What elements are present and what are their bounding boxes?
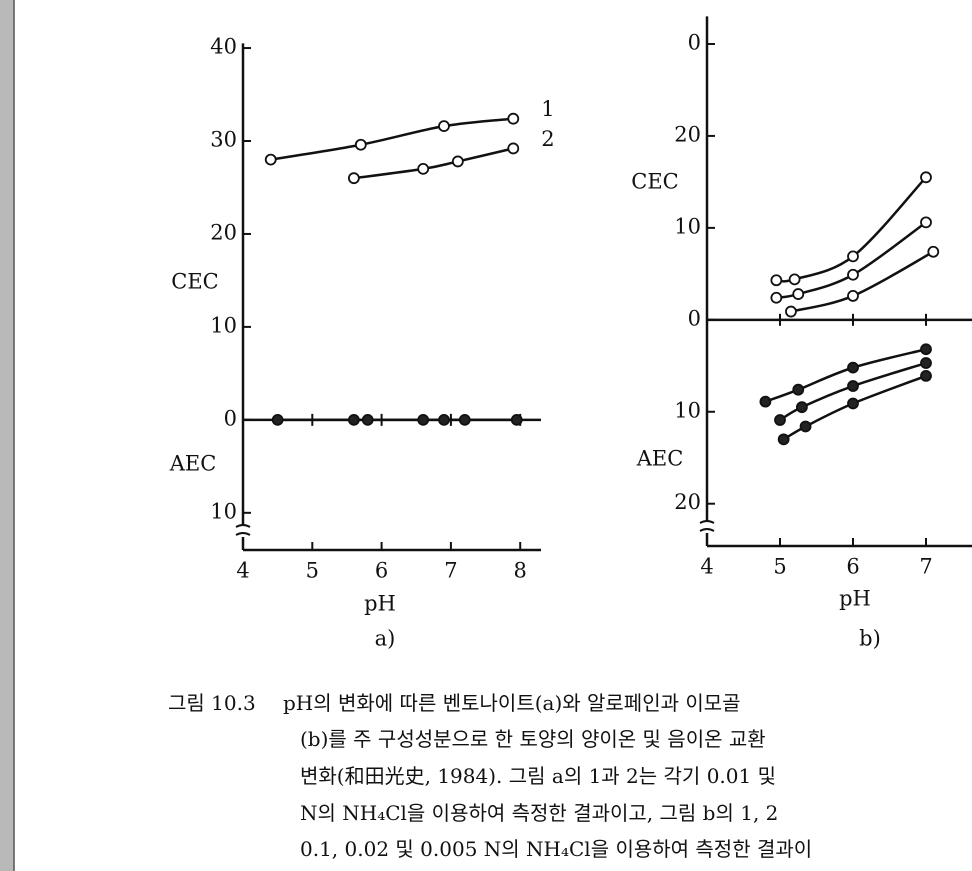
aec-label: AEC <box>169 452 217 476</box>
open-point <box>264 153 277 166</box>
open-point <box>847 290 859 302</box>
open-point <box>770 291 783 304</box>
y-tick-label: 0 <box>224 406 237 430</box>
x-axis-label: pH <box>839 587 871 611</box>
x-tick-label: 7 <box>919 555 932 579</box>
filled-point <box>796 401 808 414</box>
y-tick-label: 40 <box>210 35 237 59</box>
x-tick-label: 6 <box>375 559 388 583</box>
cec-label: CEC <box>171 270 218 294</box>
caption-line: pH의 변화에 따른 벤토나이트(a)와 알로페인과 이모골 <box>283 691 741 715</box>
filled-point <box>361 413 374 426</box>
open-point <box>920 216 932 229</box>
curve <box>783 374 927 441</box>
filled-point <box>920 343 932 356</box>
curve <box>270 117 514 161</box>
curve <box>790 250 934 313</box>
filled-point <box>847 397 859 410</box>
open-point <box>438 120 450 133</box>
filled-point <box>920 357 932 369</box>
x-tick-label: 8 <box>514 559 527 583</box>
open-point <box>847 268 859 281</box>
filled-point <box>347 413 360 426</box>
filled-point <box>417 413 430 426</box>
open-point <box>792 288 805 300</box>
open-point <box>451 155 464 168</box>
filled-point <box>920 370 932 382</box>
y-tick-label: 10 <box>674 398 701 422</box>
y-tick-label: 30 <box>210 128 237 152</box>
aec-label: AEC <box>636 447 684 471</box>
y-tick-label: 10 <box>674 214 701 238</box>
cec-label: CEC <box>631 170 678 194</box>
panel-label: a) <box>375 627 396 651</box>
open-point <box>770 274 783 287</box>
curve <box>353 147 514 180</box>
filled-point <box>847 380 859 392</box>
curve <box>776 176 927 283</box>
curve <box>776 221 927 299</box>
y-tick-label: 20 <box>674 490 701 514</box>
open-point <box>927 245 940 258</box>
filled-point <box>799 420 812 433</box>
axis-break <box>699 520 715 532</box>
filled-point <box>847 361 859 374</box>
page-edge <box>0 0 14 871</box>
y-tick-label: 10 <box>210 313 237 337</box>
caption-line: 변화(和田光史, 1984). 그림 a의 1과 2는 각기 0.01 및 <box>300 764 776 788</box>
open-point <box>507 112 520 125</box>
y-tick-label: 0 <box>688 30 701 54</box>
curve-label: 1 <box>541 97 554 121</box>
open-point <box>354 138 367 151</box>
filled-point <box>271 413 284 426</box>
open-point <box>507 142 520 155</box>
x-tick-label: 5 <box>773 555 786 579</box>
x-axis-label: pH <box>364 592 396 616</box>
y-tick-label: 20 <box>674 122 701 146</box>
curve-label: 2 <box>541 127 554 151</box>
x-tick-label: 4 <box>700 555 713 579</box>
filled-point <box>774 414 786 426</box>
filled-point <box>792 383 805 396</box>
open-point <box>920 171 932 184</box>
filled-point <box>759 395 772 408</box>
caption-line: N의 NH₄Cl을 이용하여 측정한 결과이고, 그림 b의 1, 2 <box>300 801 778 825</box>
filled-point <box>777 433 790 446</box>
caption-line: (b)를 주 구성성분으로 한 토양의 양이온 및 음이온 교환 <box>300 727 766 751</box>
curve <box>779 361 927 422</box>
open-point <box>785 305 797 318</box>
filled-point <box>510 413 523 426</box>
y-tick-label: 10 <box>210 499 237 523</box>
open-point <box>417 162 430 175</box>
x-tick-label: 5 <box>306 559 319 583</box>
y-tick-label: 20 <box>210 220 237 244</box>
panel-label: b) <box>859 627 881 651</box>
caption-line: 0.1, 0.02 및 0.005 N의 NH₄Cl을 이용하여 측정한 결과이 <box>300 837 812 861</box>
x-tick-label: 4 <box>236 559 249 583</box>
x-tick-label: 6 <box>846 555 859 579</box>
y-tick-label: 0 <box>688 306 701 330</box>
curve <box>764 348 927 403</box>
caption-number: 그림 10.3 <box>168 691 256 715</box>
axis-break <box>235 524 251 536</box>
filled-point <box>438 413 450 426</box>
open-point <box>347 172 360 185</box>
open-point <box>788 273 801 286</box>
filled-point <box>458 413 471 426</box>
open-point <box>847 250 859 263</box>
x-tick-label: 7 <box>444 559 457 583</box>
